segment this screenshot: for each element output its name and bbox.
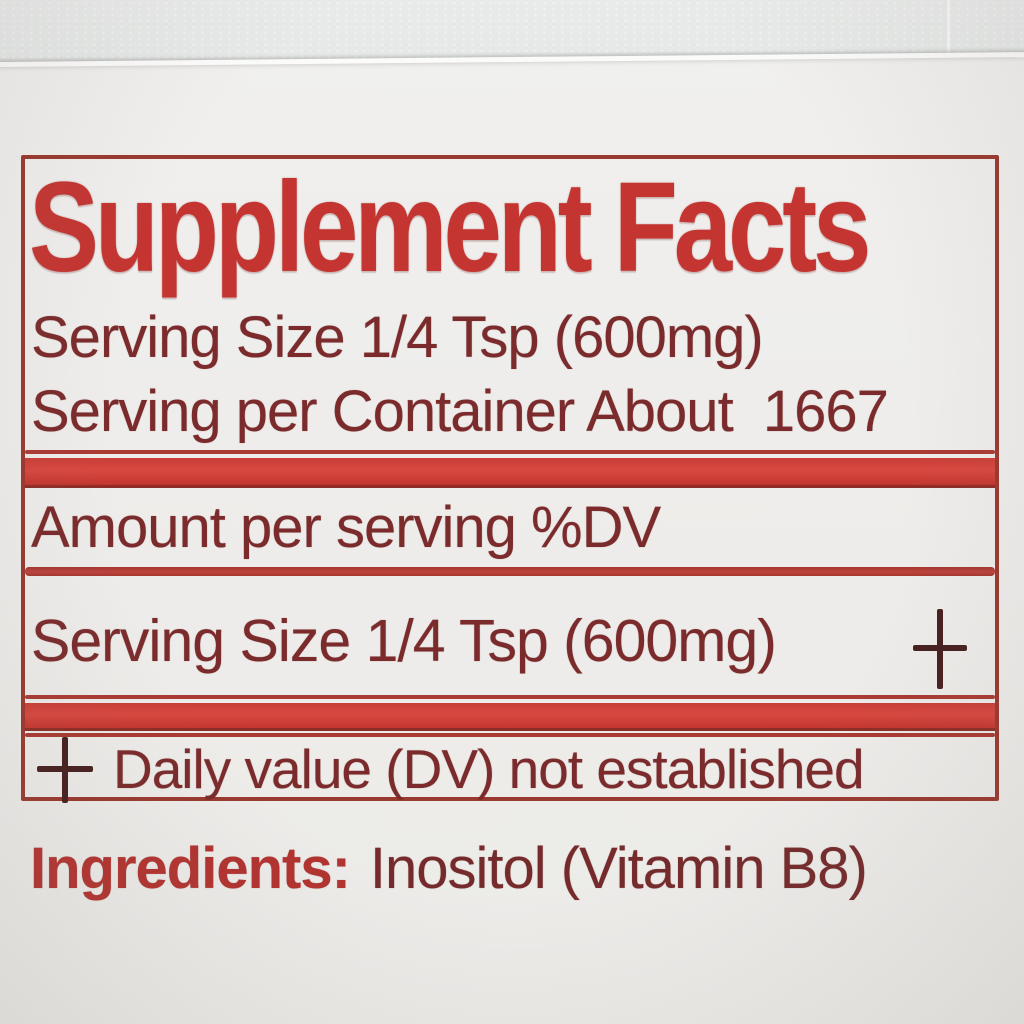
ingredients-label: Ingredients:: [30, 836, 351, 901]
amount-per-serving-header: Amount per serving: [31, 495, 517, 560]
column-headers-row: Amount per serving %DV: [31, 495, 661, 560]
percent-dv-header: %DV: [531, 495, 661, 560]
panel-title: Supplement Facts: [29, 156, 871, 299]
serving-size-line: Serving Size 1/4 Tsp (600mg): [31, 305, 764, 370]
divider-thick-bar: [25, 703, 995, 731]
ingredients-line: Ingredients: Inositol (Vitamin B8): [30, 836, 868, 901]
serving-size-row: Serving Size 1/4 Tsp (600mg): [31, 608, 777, 674]
ingredients-value: Inositol (Vitamin B8): [369, 836, 868, 901]
servings-per-container-line: Serving per Container About 1667: [31, 379, 889, 444]
divider-thin-line: [25, 733, 995, 737]
divider-thin-line: [25, 695, 995, 699]
divider-medium-line: [25, 567, 995, 576]
divider-thick-bar: [25, 458, 995, 488]
dv-not-established-footnote: Daily value (DV) not established: [113, 738, 865, 800]
divider-thin-line: [25, 450, 995, 454]
dagger-icon: [37, 737, 93, 803]
supplement-facts-panel: Supplement Facts Serving Size 1/4 Tsp (6…: [21, 155, 999, 803]
dagger-icon: [913, 609, 967, 689]
wall-seam-line: [947, 0, 950, 58]
